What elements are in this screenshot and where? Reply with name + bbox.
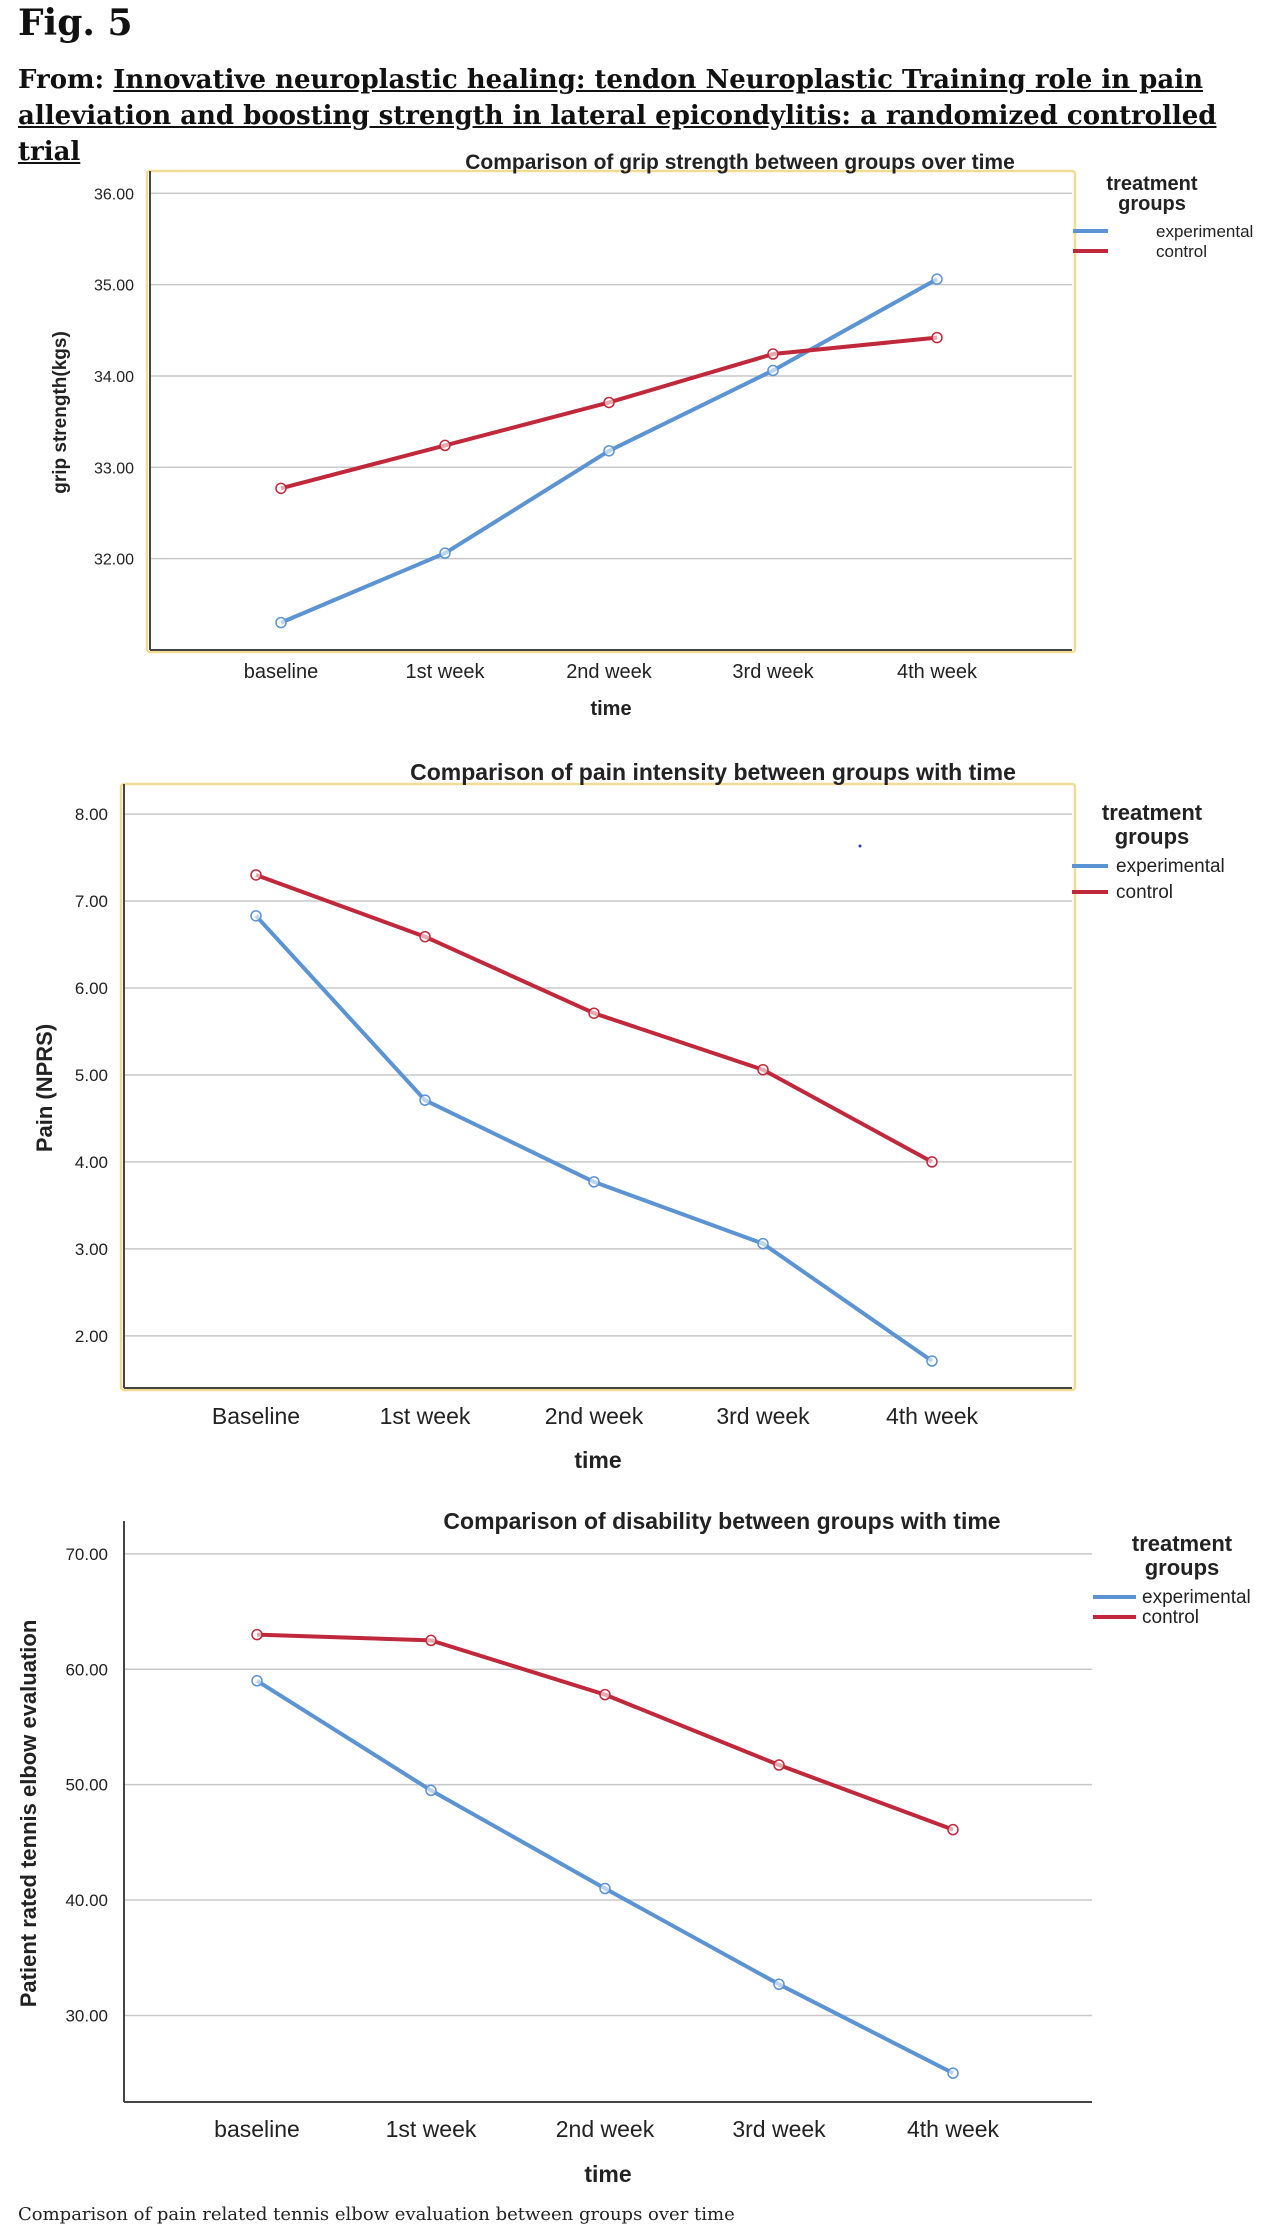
data-point-control [250, 869, 262, 881]
data-point-control [251, 1628, 263, 1641]
y-tick-label: 7.00 [75, 892, 108, 911]
x-tick-label: 3rd week [732, 2116, 826, 2142]
y-tick-label: 34.00 [94, 369, 134, 386]
data-point-experimental [767, 364, 779, 377]
x-tick-label: 4th week [886, 1403, 979, 1429]
x-tick-label: 1st week [406, 661, 486, 683]
x-axis-label: time [574, 1447, 621, 1473]
data-point-experimental [931, 273, 943, 285]
x-tick-label: 1st week [380, 1403, 471, 1429]
data-point-control [599, 1688, 611, 1701]
legend-label-experimental: experimental [1116, 856, 1225, 877]
y-tick-label: 33.00 [94, 460, 134, 477]
y-axis-label: grip strength(kgs) [50, 331, 71, 494]
legend-title: treatment [1102, 800, 1203, 825]
y-tick-label: 36.00 [94, 186, 134, 203]
x-tick-label: 3rd week [732, 661, 814, 683]
data-point-experimental [250, 910, 262, 922]
data-point-experimental [425, 1784, 437, 1797]
x-tick-label: 2nd week [566, 661, 653, 683]
data-point-experimental [603, 445, 615, 457]
chart-title: Comparison of pain intensity between gro… [410, 759, 1016, 785]
stray-dot [858, 844, 862, 848]
data-point-experimental [599, 1882, 611, 1895]
series-line-experimental [255, 1679, 954, 2075]
data-point-control [773, 1759, 785, 1771]
y-tick-label: 6.00 [75, 979, 108, 998]
y-axis-label: Patient rated tennis elbow evaluation [16, 1620, 41, 2008]
legend-title: treatment [1132, 1531, 1233, 1556]
figure-label: Fig. 5 [18, 2, 133, 44]
data-point-experimental [275, 616, 287, 629]
x-tick-label: 3rd week [716, 1403, 810, 1429]
data-point-experimental [419, 1094, 431, 1106]
series-line-control [256, 1632, 954, 1832]
legend-title: groups [1115, 824, 1190, 849]
figure-header: From: Innovative neuroplastic healing: t… [18, 62, 1268, 170]
y-tick-label: 50.00 [65, 1776, 108, 1795]
data-point-experimental [757, 1237, 769, 1250]
data-point-control [439, 439, 451, 452]
data-point-control [931, 331, 943, 344]
legend-label-control: control [1156, 242, 1207, 261]
x-tick-label: baseline [244, 661, 319, 683]
x-tick-label: Baseline [212, 1403, 300, 1429]
y-tick-label: 8.00 [75, 805, 108, 824]
article-title-link[interactable]: Innovative neuroplastic healing: tendon … [18, 65, 1217, 167]
legend-label-experimental: experimental [1156, 222, 1253, 241]
legend-label-experimental: experimental [1142, 1587, 1251, 1608]
legend-title: groups [1118, 193, 1186, 215]
data-point-control [926, 1156, 938, 1168]
data-point-control [419, 930, 431, 943]
series-line-experimental [254, 914, 934, 1363]
data-point-control [603, 396, 615, 409]
series-line-control [280, 335, 938, 491]
x-axis-label: time [590, 698, 631, 720]
x-tick-label: 2nd week [545, 1403, 644, 1429]
data-point-control [588, 1007, 600, 1019]
y-tick-label: 40.00 [65, 1891, 108, 1910]
legend-label-control: control [1116, 882, 1173, 903]
x-tick-label: 2nd week [556, 2116, 655, 2142]
legend-title: groups [1145, 1555, 1220, 1580]
data-point-control [757, 1063, 769, 1076]
y-tick-label: 4.00 [75, 1153, 108, 1172]
y-tick-label: 2.00 [75, 1327, 108, 1346]
from-prefix: From: [18, 65, 114, 95]
legend-label-control: control [1142, 1607, 1199, 1628]
y-tick-label: 3.00 [75, 1240, 108, 1259]
figure-caption: Comparison of pain related tennis elbow … [18, 2204, 735, 2225]
data-point-experimental [251, 1675, 263, 1687]
data-point-control [425, 1634, 437, 1647]
y-tick-label: 32.00 [94, 552, 134, 569]
plot-frame [119, 782, 1077, 1392]
chart-title: Comparison of disability between groups … [443, 1508, 1000, 1534]
y-tick-label: 35.00 [94, 278, 134, 295]
legend-title: treatment [1106, 173, 1197, 195]
x-tick-label: 4th week [897, 661, 978, 683]
plot-frame [145, 169, 1077, 654]
pain-intensity-chart: 2.00 3.00 4.00 5.00 6.00 7.00 8.00 Baseline 1st … [32, 759, 1225, 1473]
data-point-experimental [926, 1355, 938, 1367]
data-point-control [767, 348, 779, 360]
data-point-experimental [773, 1978, 785, 1991]
data-point-experimental [588, 1176, 600, 1188]
y-tick-label: 70.00 [65, 1545, 108, 1564]
x-tick-label: baseline [214, 2116, 300, 2142]
x-tick-label: 4th week [907, 2116, 1000, 2142]
grip-strength-chart: 32.00 33.00 34.00 35.00 36.00 baseline 1st wee… [50, 151, 1253, 720]
data-point-experimental [439, 547, 451, 559]
data-point-experimental [947, 2067, 959, 2079]
y-tick-label: 60.00 [65, 1660, 108, 1679]
y-axis-label: Pain (NPRS) [32, 1024, 57, 1152]
chart-title: Comparison of grip strength between grou… [465, 151, 1015, 174]
data-point-control [947, 1823, 959, 1836]
y-tick-label: 30.00 [65, 2006, 108, 2025]
x-axis-label: time [584, 2161, 631, 2187]
x-tick-label: 1st week [386, 2116, 477, 2142]
data-point-control [275, 482, 287, 495]
disability-chart: 30.00 40.00 50.00 60.00 70.00 baseline 1st wee… [16, 1508, 1251, 2187]
y-tick-label: 5.00 [75, 1066, 108, 1085]
